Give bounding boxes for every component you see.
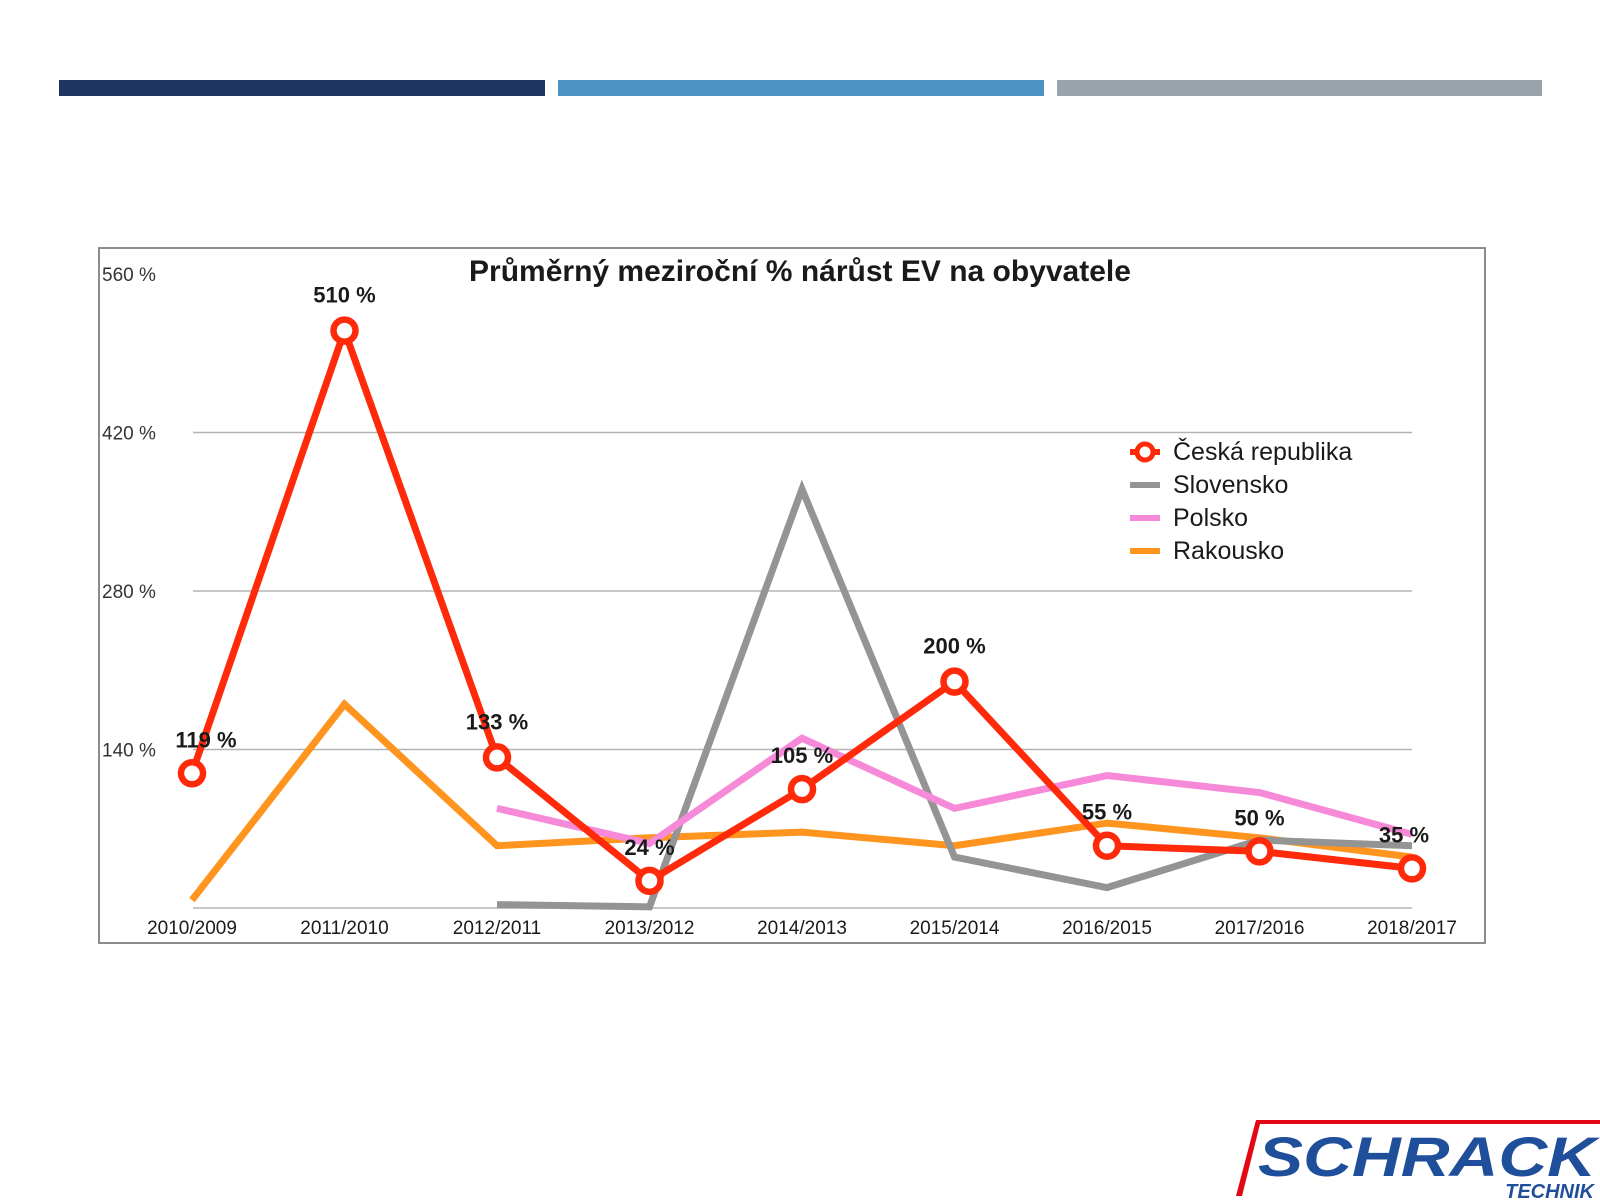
- data-point: [1092, 831, 1122, 860]
- data-point: [1397, 854, 1427, 883]
- data-label: 24 %: [624, 835, 674, 860]
- data-label: 510 %: [313, 283, 375, 308]
- x-tick-label: 2017/2016: [1215, 918, 1305, 939]
- series-line: [496, 734, 1413, 848]
- legend-label: Slovensko: [1173, 471, 1288, 499]
- data-label: 119 %: [175, 727, 236, 752]
- data-point: [177, 759, 207, 788]
- header-bar-dark: [59, 80, 545, 96]
- data-label: 35 %: [1379, 822, 1429, 847]
- x-tick-label: 2012/2011: [453, 918, 541, 939]
- data-label: 55 %: [1082, 800, 1132, 825]
- data-point: [940, 667, 969, 696]
- x-tick-label: 2010/2009: [147, 918, 237, 939]
- x-tick-label: 2013/2012: [605, 918, 695, 939]
- logo-text-main: SCHRACK: [1258, 1125, 1600, 1188]
- header-bar-gray: [1057, 80, 1542, 96]
- legend-label: Rakousko: [1173, 537, 1284, 565]
- data-point: [635, 866, 664, 896]
- y-tick-label: 560 %: [102, 265, 156, 286]
- header-bar-blue: [558, 80, 1044, 96]
- x-tick-label: 2018/2017: [1367, 918, 1457, 939]
- data-point: [1245, 837, 1274, 866]
- data-point: [787, 774, 817, 804]
- y-tick-label: 420 %: [102, 424, 156, 445]
- x-tick-label: 2015/2014: [910, 918, 1000, 939]
- series-2: [496, 734, 1413, 848]
- data-label: 105 %: [771, 743, 833, 768]
- data-label: 50 %: [1234, 805, 1284, 830]
- series-line: [189, 699, 1413, 903]
- legend: Česká republika Slovensko Polsko Rakousko: [1130, 437, 1352, 565]
- data-label: 200 %: [923, 634, 985, 659]
- series-0: [177, 316, 1427, 896]
- chart-title: Průměrný meziroční % nárůst EV na obyvat…: [469, 255, 1131, 288]
- data-point: [330, 316, 359, 345]
- x-tick-label: 2014/2013: [757, 918, 847, 939]
- legend-label: Polsko: [1173, 504, 1248, 532]
- series-3: [189, 699, 1413, 903]
- x-tick-label: 2011/2010: [300, 918, 388, 939]
- legend-label: Česká republika: [1173, 437, 1352, 466]
- y-tick-label: 280 %: [102, 582, 156, 603]
- data-point: [482, 743, 512, 772]
- x-tick-label: 2016/2015: [1062, 918, 1152, 939]
- line-chart: Průměrný meziroční % nárůst EV na obyvat…: [102, 255, 1457, 939]
- chart-frame: Průměrný meziroční % nárůst EV na obyvat…: [98, 247, 1486, 944]
- data-label: 133 %: [466, 709, 528, 734]
- logo-text-sub: TECHNIK: [1505, 1181, 1595, 1200]
- legend-marker: [1134, 441, 1156, 463]
- y-tick-label: 140 %: [102, 741, 156, 762]
